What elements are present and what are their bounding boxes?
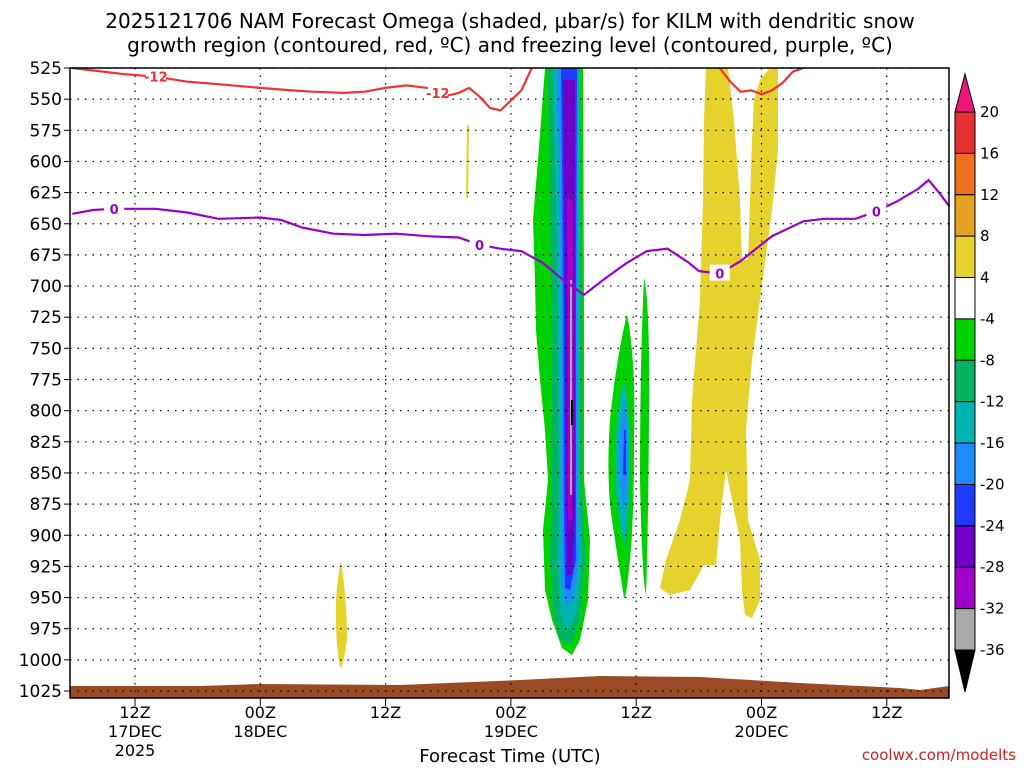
y-tick-label: 975	[30, 620, 62, 640]
colorbar-label: -12	[980, 393, 1005, 411]
x-tick-date: 20DEC	[735, 722, 789, 741]
descent-band-east	[660, 68, 778, 618]
y-tick-label: 525	[30, 59, 62, 79]
y-tick-label: 575	[30, 121, 62, 141]
plot-area	[70, 68, 949, 698]
ascent-core-level8	[570, 280, 572, 495]
contour-label-bg	[866, 202, 887, 219]
colorbar-label: -4	[980, 310, 995, 328]
x-tick-label: 12Z	[871, 703, 902, 722]
x-tick-label: 12Z	[119, 703, 150, 722]
ascent-core-max	[571, 400, 573, 425]
x-tick-label: 00Z	[245, 703, 276, 722]
y-tick-label: 750	[30, 339, 62, 359]
contour-label: -12	[426, 87, 450, 102]
contour-label: 0	[110, 203, 119, 218]
colorbar-block	[954, 152, 976, 196]
colorbar-label: -24	[980, 517, 1005, 535]
colorbar-block	[954, 483, 976, 527]
colorbar-block	[954, 401, 976, 444]
y-tick-label: 900	[30, 526, 62, 546]
y-tick-label: 1000	[19, 651, 62, 671]
x-tick-label: 12Z	[370, 703, 401, 722]
ascent-secondary-strip	[640, 278, 650, 595]
x-tick-date: 18DEC	[233, 722, 287, 741]
colorbar-label: -28	[980, 558, 1005, 576]
colorbar-top-arrow	[954, 72, 976, 113]
y-tick-label: 675	[30, 246, 62, 266]
y-tick-label: 650	[30, 215, 62, 235]
colorbar-bottom-arrow	[954, 649, 976, 693]
y-tick-label: 550	[30, 90, 62, 110]
colorbar-label: -16	[980, 434, 1005, 452]
contour-label-bg	[427, 83, 448, 100]
colorbar-block	[954, 194, 976, 237]
colorbar-label: 8	[980, 227, 990, 245]
grid	[70, 67, 949, 698]
y-tick-label: 950	[30, 589, 62, 609]
y-axis: 525 550 575 600 625 650 675 700 725 750 775 800 825 8…	[19, 59, 70, 702]
credit-text: coolwx.com/modelts	[862, 746, 1016, 764]
y-tick-label: 875	[30, 495, 62, 515]
contour-label: 0	[475, 239, 484, 254]
x-tick-date: 19DEC	[484, 722, 538, 741]
x-tick-label: 12Z	[621, 703, 652, 722]
chart-title-line1: 2025121706 NAM Forecast Omega (shaded, µ…	[105, 9, 914, 33]
colorbar-label: -32	[980, 600, 1005, 618]
y-tick-label: 850	[30, 464, 62, 484]
y-tick-label: 1025	[19, 682, 62, 702]
colorbar-label: 4	[980, 269, 990, 287]
contour-label: -12	[144, 71, 168, 86]
colorbar-block	[954, 525, 976, 568]
colorbar-label: -36	[980, 641, 1005, 659]
colorbar: 20 16 12 8 4 -4 -8 -12 -16 -20 -24 -28 -32 -36	[954, 72, 1005, 693]
colorbar-block	[954, 111, 976, 154]
chart-title-line2: growth region (contoured, red, ºC) and f…	[127, 33, 893, 57]
y-tick-label: 700	[30, 277, 62, 297]
colorbar-label: -8	[980, 351, 995, 369]
contour-line	[72, 66, 533, 112]
colorbar-block	[954, 442, 976, 485]
colorbar-label: 16	[980, 144, 999, 162]
colorbar-block	[954, 235, 976, 279]
y-tick-label: 825	[30, 433, 62, 453]
plot-frame	[69, 67, 950, 699]
colorbar-block	[954, 277, 976, 320]
colorbar-label: -20	[980, 475, 1005, 493]
contour-label: 0	[872, 205, 881, 220]
x-tick-label: 00Z	[495, 703, 526, 722]
y-tick-label: 775	[30, 371, 62, 391]
y-tick-label: 725	[30, 308, 62, 328]
y-tick-label: 600	[30, 152, 62, 172]
contour-label-bg	[104, 199, 125, 216]
x-tick-date: 17DEC	[108, 722, 162, 741]
contours: 0 0 0 0 -12 -12	[72, 66, 951, 297]
contour-line	[718, 66, 804, 96]
contour-line	[72, 178, 951, 297]
colorbar-block	[954, 608, 976, 651]
colorbar-block	[954, 359, 976, 403]
x-tick-year: 2025	[115, 741, 156, 760]
x-tick-label: 00Z	[746, 703, 777, 722]
y-tick-label: 800	[30, 402, 62, 422]
colorbar-block	[954, 318, 976, 361]
colorbar-label: 12	[980, 186, 999, 204]
contour-label-bg	[709, 264, 730, 281]
contour-label-bg	[469, 235, 490, 252]
colorbar-block	[954, 566, 976, 610]
colorbar-label: 20	[980, 103, 999, 121]
x-axis-label: Forecast Time (UTC)	[419, 746, 600, 767]
contour-label-bg	[145, 67, 166, 84]
contour-label: 0	[715, 268, 724, 283]
y-tick-label: 625	[30, 184, 62, 204]
omega-shading	[335, 68, 778, 668]
descent-band-small	[335, 560, 347, 668]
y-tick-label: 925	[30, 557, 62, 577]
terrain-ground	[70, 676, 949, 698]
